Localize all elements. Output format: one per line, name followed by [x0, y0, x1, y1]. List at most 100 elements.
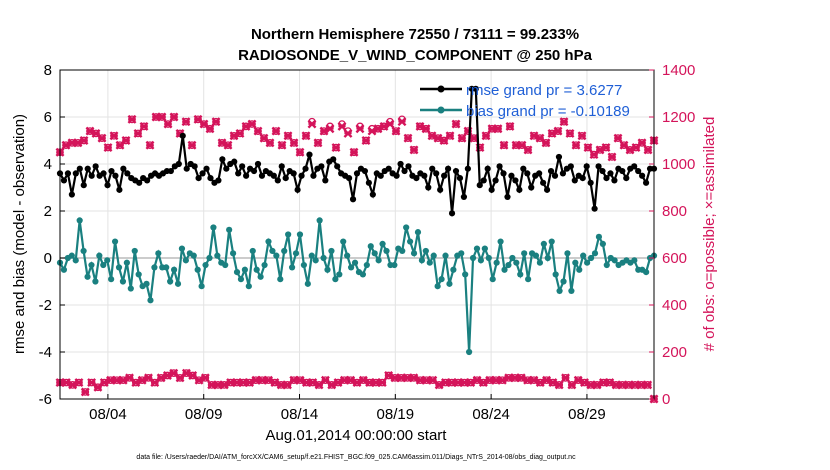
- x-tick-label: 08/04: [89, 406, 127, 423]
- bias-point: [367, 243, 374, 250]
- obs_assimilated-marker: [325, 124, 335, 134]
- bias-point: [281, 247, 288, 255]
- obs_assimilated-marker: [457, 133, 467, 143]
- y-tick-label-right: 400: [662, 297, 687, 314]
- bias-point: [446, 280, 453, 287]
- rmse-point: [516, 186, 523, 193]
- obs_assimilated-marker: [103, 143, 113, 152]
- rmse-point: [393, 172, 400, 179]
- bias-point: [127, 285, 134, 292]
- bias-point: [351, 259, 359, 266]
- obs_lower_assimilated-marker: [643, 380, 653, 390]
- obs_lower_assimilated-marker: [200, 373, 210, 383]
- obs_assimilated-marker: [493, 124, 503, 134]
- bias-point: [517, 271, 524, 278]
- chart-title-line2: RADIOSONDE_V_WIND_COMPONENT @ 250 hPa: [238, 47, 593, 64]
- y-tick-label-right: 200: [662, 344, 687, 361]
- bias-point: [194, 266, 201, 273]
- bias-point: [501, 266, 508, 273]
- obs_assimilated-marker: [601, 143, 611, 152]
- bias-point: [198, 283, 205, 290]
- bias-point: [151, 264, 158, 271]
- obs_assimilated-marker: [613, 133, 623, 143]
- rmse-point: [108, 167, 115, 175]
- bias-point: [344, 252, 351, 259]
- obs_assimilated-marker: [385, 119, 395, 129]
- bias-point: [190, 252, 197, 259]
- obs_assimilated-marker: [121, 136, 131, 145]
- axis-ticks: -6 -4 -2 0 2 4 6 8 0 200 400 600 800 1000 1200 1400 08/0…: [39, 62, 696, 423]
- rmse-point: [124, 170, 131, 177]
- rmse-point: [274, 177, 281, 184]
- bias-point: [170, 266, 178, 273]
- legend-rmse-marker: [437, 85, 445, 93]
- rmse-point: [452, 167, 460, 175]
- rmse-point: [203, 165, 210, 172]
- bias-point: [576, 266, 583, 273]
- rmse-point: [290, 170, 297, 177]
- rmse-point: [642, 179, 650, 186]
- obs_assimilated-marker: [523, 145, 533, 155]
- y-tick-label-left: -4: [39, 344, 52, 361]
- bias-point: [485, 254, 492, 262]
- obs_assimilated-marker: [571, 140, 581, 150]
- bias-point: [222, 261, 229, 269]
- rmse-point: [72, 170, 79, 177]
- rmse-point: [175, 160, 182, 168]
- rmse-point: [488, 186, 495, 193]
- rmse-point: [397, 160, 404, 168]
- bias-point: [414, 229, 422, 236]
- x-tick-label: 08/14: [281, 406, 319, 423]
- y-tick-label-left: 4: [44, 156, 52, 173]
- rmse-point: [231, 158, 238, 165]
- rmse-series: [56, 85, 658, 217]
- y-tick-label-right: 1000: [662, 156, 695, 173]
- obs_lower_assimilated-marker: [80, 387, 90, 397]
- bias-point: [379, 240, 386, 247]
- rmse-point: [599, 167, 606, 175]
- rmse-point: [437, 186, 444, 193]
- rmse-point: [429, 165, 436, 172]
- bias-point: [469, 254, 477, 262]
- bias-point: [399, 247, 406, 255]
- rmse-point: [270, 172, 277, 179]
- rmse-point: [80, 182, 87, 189]
- obs_lower_assimilated-marker: [377, 378, 387, 387]
- x-tick-label: 08/24: [472, 406, 510, 423]
- rmse-point: [191, 163, 198, 170]
- rmse-point: [540, 179, 547, 186]
- x-tick-label: 08/29: [568, 406, 606, 423]
- rmse-point: [195, 175, 202, 182]
- bias-point: [202, 261, 209, 269]
- bias-point: [489, 276, 496, 283]
- bias-point: [60, 266, 68, 273]
- rmse-point: [199, 170, 206, 177]
- rmse-point: [365, 179, 372, 186]
- bias-point: [438, 276, 445, 283]
- bias-point: [336, 271, 343, 278]
- bias-series: [56, 217, 658, 356]
- obs_assimilated-marker: [343, 129, 353, 138]
- rmse-point: [587, 179, 594, 186]
- plot-frame: [59, 69, 655, 400]
- bias-point: [229, 250, 237, 257]
- bias-point: [481, 245, 488, 252]
- rmse-point: [520, 165, 527, 172]
- bias-point: [509, 254, 516, 262]
- bias-point: [572, 259, 579, 266]
- legend-bias-marker: [437, 106, 445, 114]
- obs_assimilated-marker: [109, 131, 119, 141]
- rmse-point: [215, 177, 222, 184]
- bias-point: [316, 217, 323, 224]
- bias-point: [108, 276, 115, 283]
- bias-point: [237, 276, 245, 283]
- bias-point: [273, 252, 280, 259]
- bias-point: [430, 252, 437, 259]
- obs_assimilated-marker: [205, 124, 215, 134]
- bias-point: [210, 224, 217, 231]
- rmse-point: [504, 193, 511, 200]
- rmse-point: [243, 172, 250, 179]
- obs_assimilated-marker: [397, 117, 407, 127]
- bias-point: [462, 271, 469, 278]
- rmse-point: [611, 177, 618, 184]
